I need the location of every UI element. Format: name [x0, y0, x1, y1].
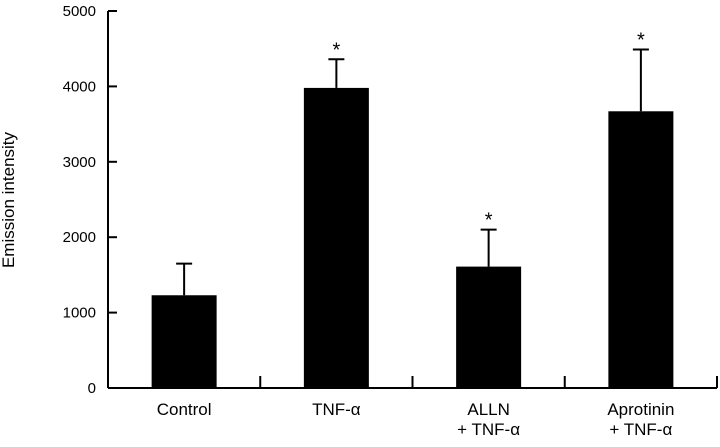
- significance-marker: *: [637, 29, 645, 51]
- y-tick-label: 0: [88, 380, 96, 397]
- bar: [151, 295, 217, 388]
- y-tick-label: 2000: [63, 229, 96, 246]
- y-tick-label: 3000: [63, 154, 96, 171]
- x-tick-label: Aprotinin: [607, 400, 674, 419]
- x-tick-label: + TNF-α: [609, 420, 672, 439]
- bar: [303, 87, 369, 389]
- y-tick-label: 1000: [63, 305, 96, 322]
- y-tick-label: 5000: [63, 3, 96, 20]
- significance-marker: *: [332, 39, 340, 61]
- x-tick-label: TNF-α: [312, 400, 361, 419]
- x-tick-label: ALLN: [467, 400, 510, 419]
- y-axis-label: Emission intensity: [0, 131, 18, 268]
- bar: [456, 266, 522, 388]
- y-tick-label: 4000: [63, 78, 96, 95]
- significance-marker: *: [485, 210, 493, 232]
- x-tick-label: + TNF-α: [457, 420, 520, 439]
- x-tick-label: Control: [157, 400, 212, 419]
- bar: [608, 111, 674, 389]
